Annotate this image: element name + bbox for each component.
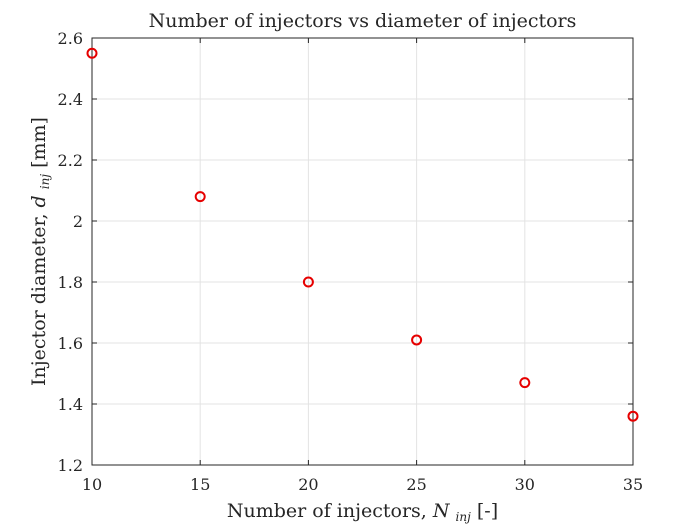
x-tick-label: 20 [298, 475, 318, 494]
chart-title: Number of injectors vs diameter of injec… [149, 10, 577, 32]
y-tick-label: 1.2 [58, 456, 83, 475]
y-axis-label: Injector diameter, d inj [mm] [28, 117, 54, 386]
y-axis-label-prefix: Injector diameter, [28, 207, 50, 386]
y-tick-label: 2.2 [58, 151, 83, 170]
y-tick-label: 1.8 [58, 273, 83, 292]
y-tick-label: 2.6 [58, 29, 83, 48]
x-axis-label-subscript: inj [456, 510, 472, 524]
x-tick-label: 10 [82, 475, 102, 494]
data-point [519, 377, 531, 389]
x-tick-label: 25 [406, 475, 426, 494]
x-tick-label: 35 [623, 475, 643, 494]
x-axis-label-suffix: [-] [477, 500, 498, 522]
plot-frame [91, 37, 634, 466]
y-axis-label-subscript: inj [38, 174, 52, 190]
ticks: 10 15 20 25 30 35 1.2 1.4 1.6 1.8 2 2.2 2.4 2.6 [58, 29, 644, 494]
data-points [86, 47, 639, 422]
data-point [86, 47, 98, 59]
data-point [411, 334, 423, 346]
x-axis-label: Number of injectors, N inj [-] [227, 500, 498, 525]
y-tick-label: 2 [73, 212, 83, 231]
y-tick-label: 1.4 [58, 395, 83, 414]
y-axis-label-suffix: [mm] [28, 117, 50, 168]
x-axis-label-prefix: Number of injectors, [227, 500, 433, 522]
y-axis-label-symbol: d [28, 195, 50, 207]
data-point [627, 410, 639, 422]
data-point [194, 191, 206, 203]
x-tick-label: 30 [515, 475, 535, 494]
y-tick-label: 1.6 [58, 334, 83, 353]
x-tick-label: 15 [190, 475, 210, 494]
x-axis-label-symbol: N [432, 500, 451, 522]
y-tick-label: 2.4 [58, 90, 83, 109]
data-point [302, 276, 314, 288]
axes [91, 37, 634, 466]
